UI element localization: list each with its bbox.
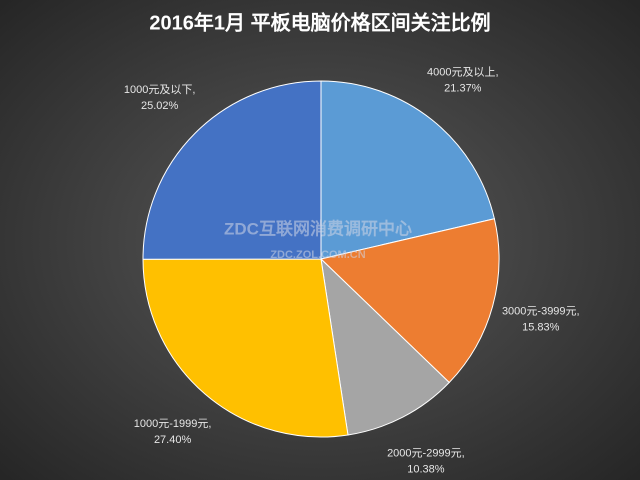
watermark: ZDC互联网消费调研中心 (224, 218, 412, 238)
pie-slice (142, 80, 322, 260)
slice-category-label: 1000元及以下, (124, 84, 196, 96)
watermark-url: ZDC.ZOL.COM.CN (270, 249, 365, 261)
slice-value-label: 10.38% (407, 463, 445, 475)
pie-slice (320, 257, 450, 436)
slice-category-label: 2000元-2999元, (387, 447, 465, 459)
pie-slice (142, 258, 349, 438)
slice-category-label: 1000元-1999元, (134, 418, 212, 430)
slice-category-label: 4000元及以上, (427, 65, 499, 78)
slice-value-label: 25.02% (141, 100, 179, 112)
pie-slice (320, 80, 495, 260)
chart-title: 2016年1月 平板电脑价格区间关注比例 (149, 10, 490, 34)
slice-value-label: 21.37% (444, 82, 482, 94)
pie-slice (319, 218, 500, 384)
slice-value-label: 27.40% (154, 434, 192, 446)
slice-category-label: 3000元-3999元, (502, 306, 580, 318)
slice-value-label: 15.83% (522, 322, 560, 334)
